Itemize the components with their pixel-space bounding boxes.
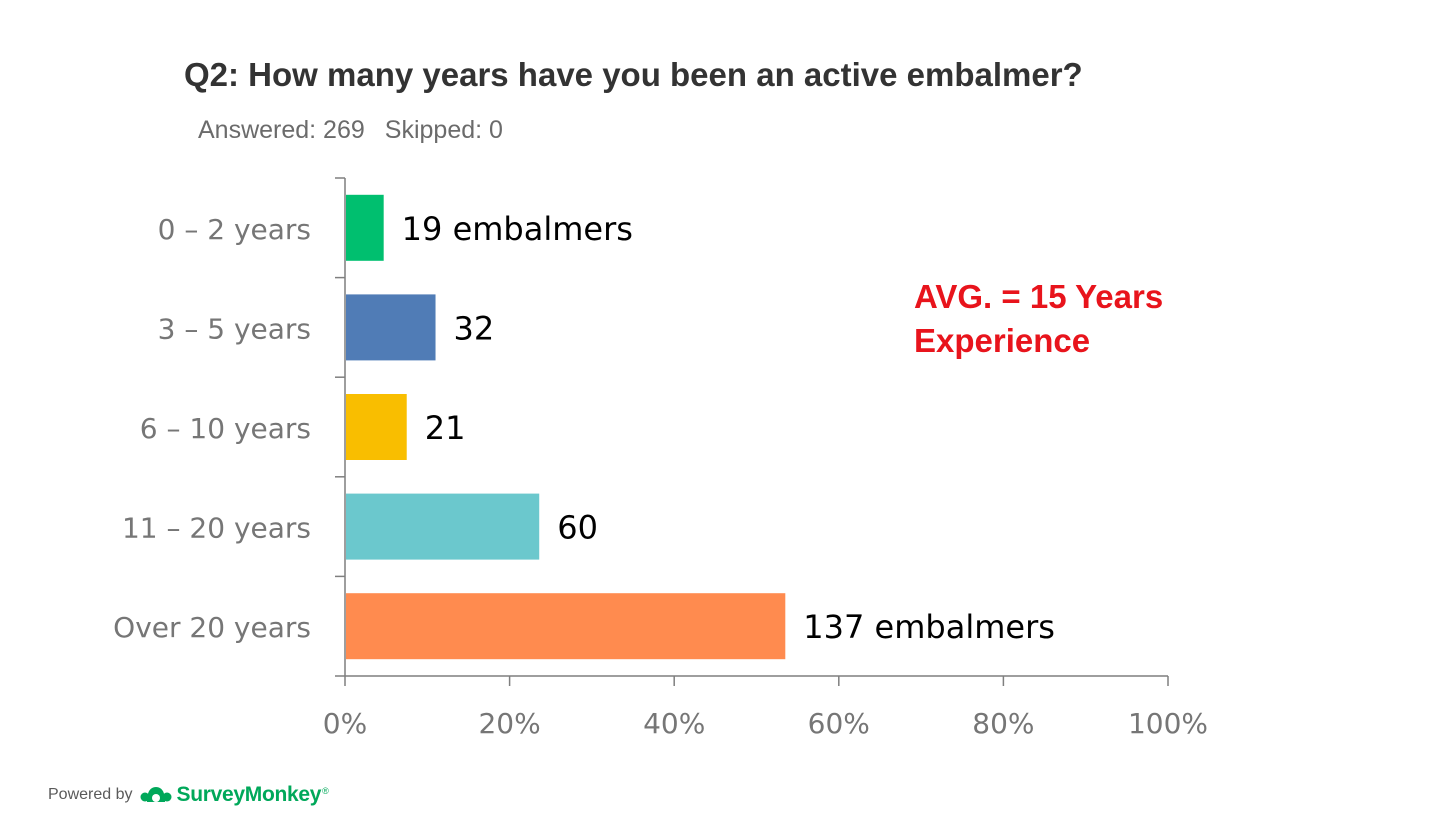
- chart-title: Q2: How many years have you been an acti…: [184, 56, 1083, 93]
- average-annotation: AVG. = 15 Years Experience: [914, 275, 1163, 363]
- bar: [346, 294, 436, 361]
- registered-mark: ®: [322, 786, 329, 796]
- data-label: 21: [425, 409, 466, 447]
- average-annotation-line-2: Experience: [914, 322, 1091, 359]
- x-tick-label: 20%: [478, 707, 540, 740]
- response-summary: Answered: 269 Skipped: 0: [198, 116, 503, 145]
- data-label: 32: [454, 309, 495, 347]
- category-label: 0 – 2 years: [158, 213, 311, 246]
- x-tick-label: 100%: [1128, 707, 1208, 740]
- data-label: 19 embalmers: [402, 210, 633, 248]
- powered-by-footer: Powered by SurveyMonkey ®: [48, 782, 329, 808]
- bar: [346, 394, 407, 460]
- answered-count: Answered: 269: [198, 116, 365, 144]
- data-label: 137 embalmers: [803, 608, 1055, 646]
- x-tick-label: 0%: [323, 707, 367, 740]
- x-tick-label: 80%: [972, 707, 1034, 740]
- bar: [346, 493, 540, 560]
- category-label: 11 – 20 years: [122, 512, 311, 545]
- skipped-count: Skipped: 0: [384, 116, 503, 144]
- surveymonkey-logo-text: SurveyMonkey: [176, 783, 322, 806]
- category-label: 3 – 5 years: [158, 312, 311, 345]
- surveymonkey-logo-icon: [140, 787, 171, 802]
- category-label: Over 20 years: [113, 611, 311, 644]
- average-annotation-line-1: AVG. = 15 Years: [914, 278, 1164, 315]
- powered-by-label: Powered by: [48, 786, 133, 803]
- data-label: 60: [557, 509, 598, 547]
- category-label: 6 – 10 years: [140, 412, 311, 445]
- x-tick-label: 60%: [808, 707, 870, 740]
- bar: [346, 593, 786, 660]
- x-tick-label: 40%: [643, 707, 705, 740]
- bar: [346, 194, 384, 261]
